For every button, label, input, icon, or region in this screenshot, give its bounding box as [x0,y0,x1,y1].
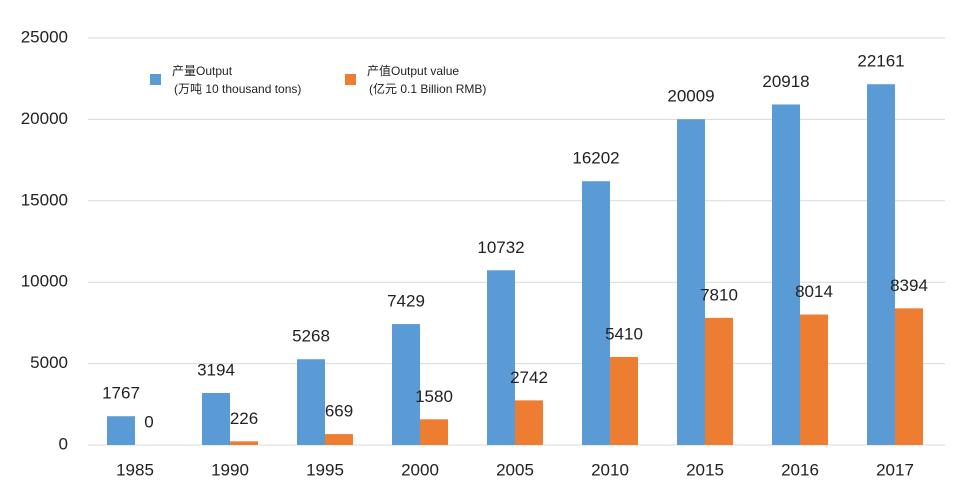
bar [202,393,230,445]
value-label: 669 [325,402,353,421]
value-label: 0 [144,412,153,431]
x-tick-label: 1990 [211,460,249,479]
value-label: 10732 [477,238,524,257]
value-label: 20009 [667,87,714,106]
value-label: 8014 [795,282,833,301]
bar [610,356,638,445]
y-tick-label: 20000 [21,109,68,128]
value-label: 7429 [387,292,425,311]
legend-unit: (亿元 0.1 Billion RMB) [369,81,486,96]
x-tick-label: 1995 [306,460,344,479]
bar [895,308,923,445]
value-label: 1580 [415,387,453,406]
value-label: 3194 [197,360,235,379]
x-tick-label: 2010 [591,460,629,479]
value-label: 5268 [292,327,330,346]
legend-label: 产值Output value [367,63,459,78]
value-label: 7810 [700,285,738,304]
x-tick-label: 2017 [876,460,914,479]
y-tick-label: 0 [59,434,68,453]
bar [677,119,705,445]
y-tick-label: 10000 [21,272,68,291]
bar [392,324,420,445]
bar [325,434,353,445]
x-tick-label: 2005 [496,460,534,479]
bar [107,416,135,445]
bar [420,419,448,445]
legend-swatch [345,74,356,85]
y-tick-label: 15000 [21,190,68,209]
legend-swatch [150,74,161,85]
bar [582,181,610,445]
x-tick-label: 2016 [781,460,819,479]
x-tick-label: 2015 [686,460,724,479]
value-label: 226 [230,409,258,428]
value-label: 8394 [890,276,928,295]
value-label: 2742 [510,368,548,387]
value-label: 1767 [102,384,140,403]
y-tick-label: 5000 [30,353,68,372]
value-label: 16202 [572,149,619,168]
bar [515,400,543,445]
bar [487,270,515,445]
x-tick-label: 2000 [401,460,439,479]
x-tick-label: 1985 [116,460,154,479]
value-label: 22161 [857,52,904,71]
y-tick-label: 25000 [21,27,68,46]
legend-unit: (万吨 10 thousand tons) [174,82,301,96]
bar [800,314,828,445]
value-label: 20918 [762,72,809,91]
bar [297,359,325,445]
bar [230,441,258,445]
bar [772,104,800,446]
bar [867,84,895,445]
value-label: 5410 [605,324,643,343]
bar [705,317,733,445]
legend-label: 产量Output [172,64,233,78]
